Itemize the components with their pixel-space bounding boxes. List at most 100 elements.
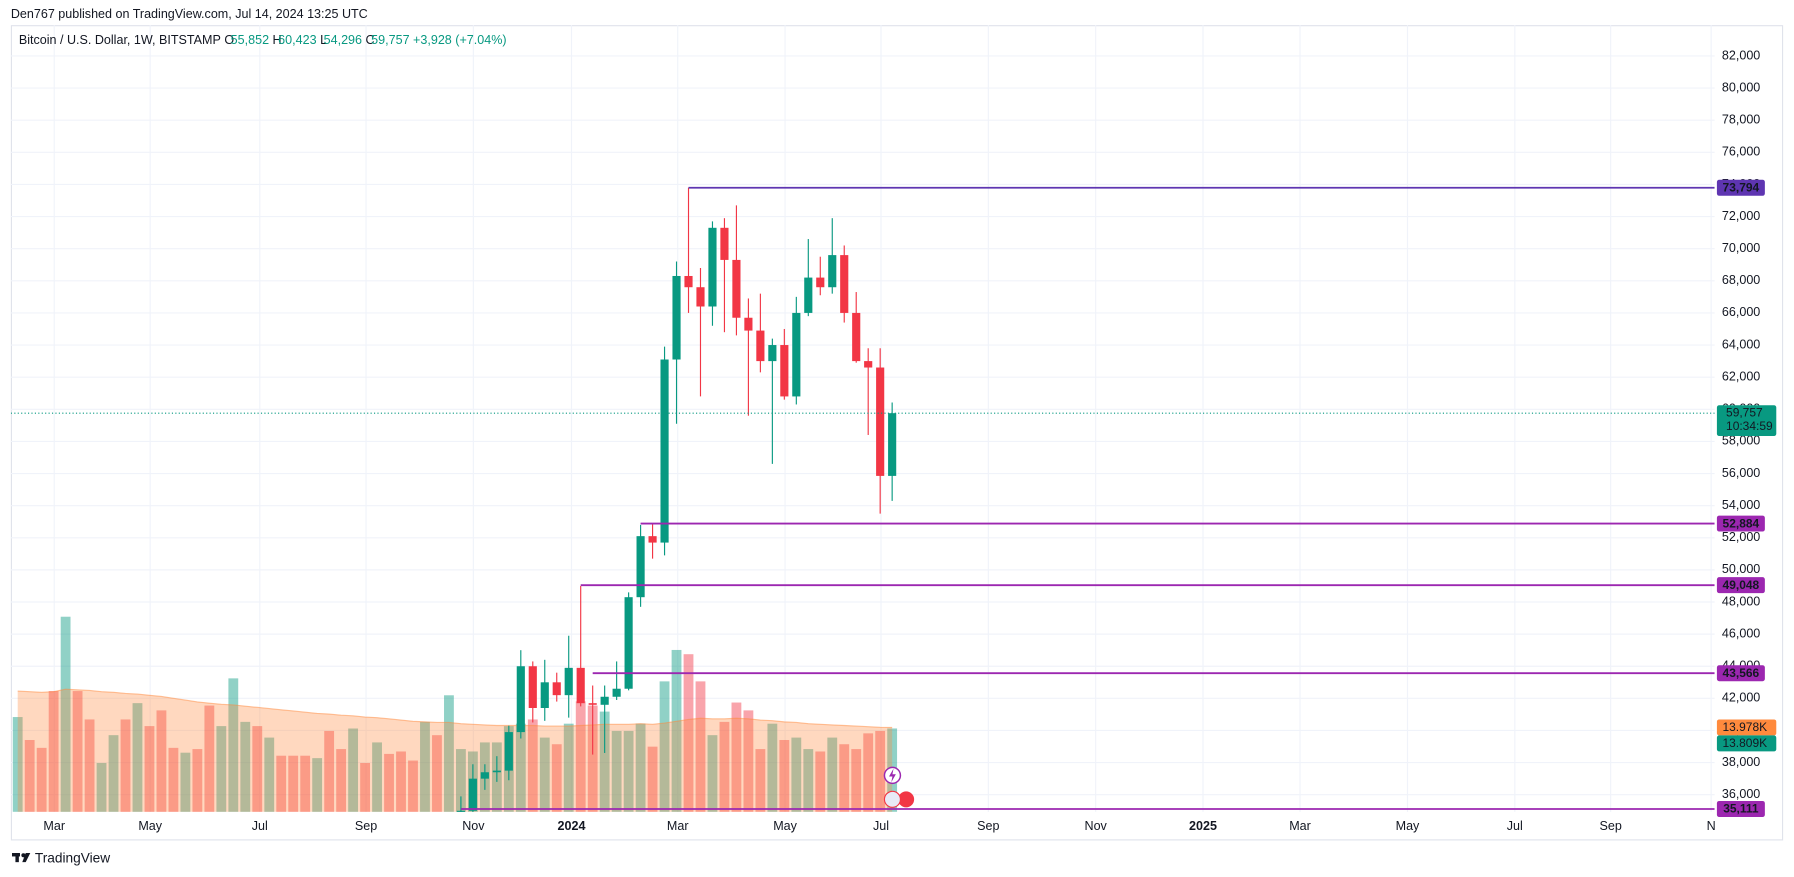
level-label-box [1716,515,1765,532]
volume-bar [659,681,670,812]
logo [22,853,31,863]
footer-brand: TradingView [35,850,110,865]
ohlc-key: H [273,33,282,47]
candle-body [480,772,489,779]
y-tick-label: 78,000 [1722,113,1760,127]
countdown: 10:34:59 [1726,419,1773,433]
ohlc-value: 54,296 [324,33,362,47]
candle-body [636,536,645,598]
volume-bar [180,752,191,812]
y-tick-label: 48,000 [1722,594,1760,608]
y-tick-label: 38,000 [1722,755,1760,769]
y-tick-label: 36,000 [1722,787,1760,801]
volume-bar [599,711,610,812]
candle-body [504,732,513,771]
volume-bar [372,742,382,812]
x-tick-label: Sep [1599,819,1621,833]
volume-bar [707,735,718,812]
candle-body [540,682,549,709]
volume-bar [120,719,131,812]
candle-body [876,367,885,476]
last-price-label: 59,757 [1726,405,1763,419]
x-tick-label: Jul [873,819,889,833]
volume-bar [779,739,790,812]
y-tick-label: 82,000 [1722,48,1760,62]
candle-body [516,666,525,733]
volume-label: 13.809K [1722,736,1767,750]
level-label-box [1716,801,1765,817]
candle-body [588,703,597,705]
volume-bar [192,749,203,812]
volume-bar [132,703,143,812]
axes: 36,00038,00040,00042,00044,00046,00048,0… [43,48,1777,833]
volume-bar [228,678,239,812]
x-tick-label: 2025 [1189,819,1217,833]
volume-bar [108,735,119,812]
x-tick-label: May [1396,819,1420,833]
candle-body [456,810,465,812]
y-tick-label: 70,000 [1722,241,1760,255]
candle-body [672,275,681,360]
volume-bar [168,747,179,812]
volume-bar [156,710,167,812]
volume-bar [611,730,622,812]
level-label-box [1716,665,1765,682]
level-label: 49,048 [1723,578,1760,592]
candle-body [852,312,861,362]
icon [883,790,901,808]
volume-bar [288,755,299,812]
footer-logo [12,853,31,863]
volume-ma-label: 13.978K [1722,720,1767,734]
volume-bar [671,649,682,812]
volume-bar [312,758,323,812]
volume-bar [755,749,766,812]
volume-bar [408,760,418,812]
candle-body [624,597,633,689]
frame [10,25,1784,841]
volume-bar [767,723,778,812]
volume-bar [24,739,35,812]
volume-ma-line [17,688,893,729]
logo [15,853,19,863]
y-tick-label: 80,000 [1722,80,1760,94]
level-label: 35,111 [1723,802,1759,816]
y-tick-label: 64,000 [1722,337,1760,351]
volume-bar [731,702,742,812]
y-tick-label: 62,000 [1722,369,1760,383]
volume-bar [276,755,287,812]
volume-bar [60,616,71,812]
candle-body [864,361,873,368]
volume-bar [695,681,706,812]
candle-body [816,277,825,288]
candle-body [744,317,753,331]
volume-bar [48,691,59,812]
level-label-box [1716,179,1765,196]
ohlc-value: 60,423 [278,33,316,47]
volume-bar [875,730,886,812]
volume-bar [324,730,335,812]
volume-bar [348,728,359,812]
candle-body [720,227,729,260]
x-tick-label: 2024 [558,819,586,833]
candle-body [888,413,897,476]
y-tick-label: 42,000 [1722,691,1760,705]
event-icons [883,766,915,808]
volume-bar [216,726,227,812]
y-tick-label: 68,000 [1722,273,1760,287]
volume-bar [719,721,730,812]
volume-bar [420,721,430,812]
legend: Bitcoin / U.S. Dollar, 1W, BITSTAMP O55,… [19,33,507,47]
candle-body [648,536,657,543]
x-tick-label: Mar [667,819,689,833]
candle-body [756,330,765,362]
volume-bar [851,749,862,812]
icon [898,791,915,808]
volume-bar [827,737,838,812]
candle-body [564,667,573,696]
volume-bar [791,737,802,812]
candle-body [708,227,717,307]
volume-bar [635,723,646,812]
logo [21,853,26,858]
volume-bar [252,726,263,812]
